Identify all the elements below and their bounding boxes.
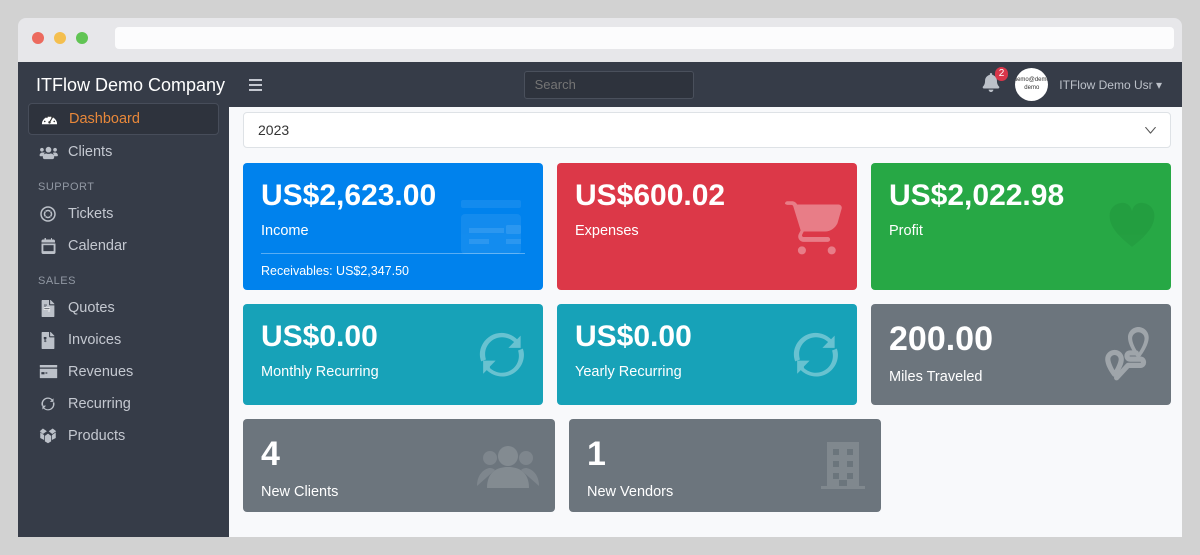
svg-text:$: $ xyxy=(44,337,47,342)
